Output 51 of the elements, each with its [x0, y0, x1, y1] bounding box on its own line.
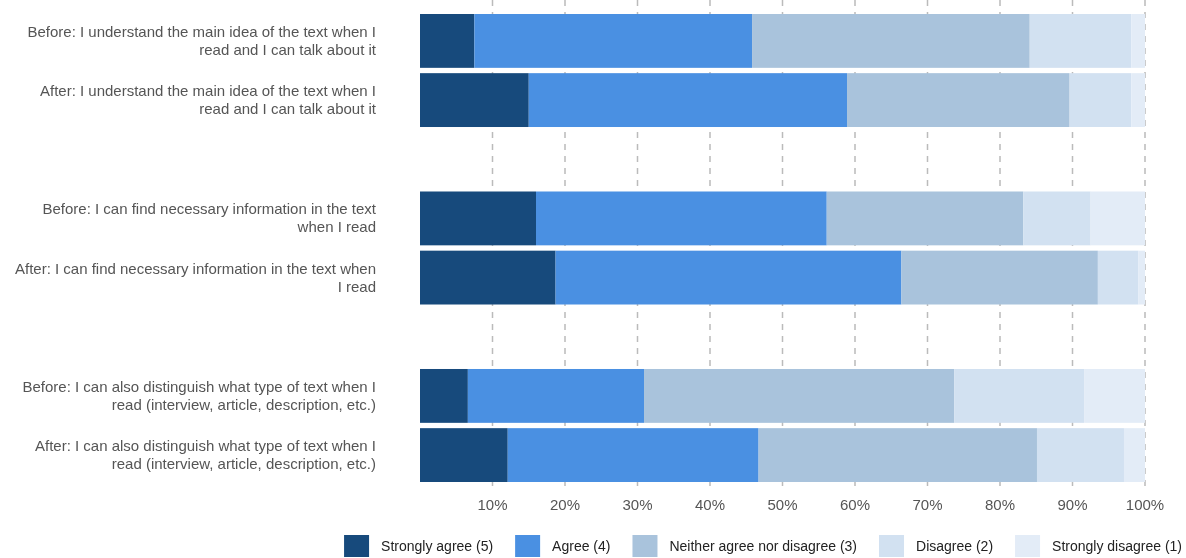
bar — [1036, 428, 1124, 482]
x-tick-label: 100% — [1125, 496, 1165, 513]
bar — [752, 14, 1030, 68]
legend-label: Agree (4) — [552, 538, 611, 554]
bar — [467, 368, 645, 423]
bar — [420, 73, 529, 128]
bar — [1123, 428, 1145, 482]
bar — [1069, 73, 1132, 128]
y-tick-label: Before: I can find necessary information in the text when I read — [42, 200, 377, 236]
y-tick-label: After: I can also distinguish what type of text when I read (interview, article, description, etc.) — [34, 437, 376, 473]
x-tick-label: 80% — [984, 496, 1016, 513]
bar — [474, 14, 753, 68]
bar — [1090, 191, 1145, 246]
y-tick-label: After: I can find necessary information in the text when I read — [14, 259, 376, 295]
bar — [826, 191, 1024, 246]
bar — [901, 250, 1098, 305]
bar — [1029, 14, 1132, 68]
bar — [536, 191, 827, 246]
x-tick-label: 90% — [1057, 496, 1088, 513]
bar — [1131, 73, 1145, 128]
x-tick-label: 50% — [767, 496, 798, 513]
bar — [1131, 14, 1145, 68]
bar — [507, 428, 759, 482]
bar — [1097, 250, 1139, 305]
x-tick-label: 30% — [622, 496, 653, 513]
y-tick-label: After: I understand the main idea of the text when I read and I can talk about it — [39, 82, 377, 118]
bar — [644, 368, 955, 423]
legend-label: Neither agree nor disagree (3) — [669, 538, 858, 554]
legend-label: Strongly disagree (1) — [1052, 538, 1182, 554]
x-tick-label: 60% — [839, 496, 871, 513]
bar — [1138, 250, 1145, 305]
bar — [847, 73, 1070, 128]
y-tick-label: Before: I understand the main idea of the text when I read and I can talk about it — [27, 22, 377, 58]
legend-label: Disagree (2) — [916, 538, 994, 554]
bar — [420, 368, 468, 423]
bar — [420, 14, 475, 68]
bar — [555, 250, 902, 305]
bar — [1084, 368, 1145, 423]
bar — [1023, 191, 1091, 246]
legend-label: Strongly agree (5) — [381, 538, 494, 554]
bar — [954, 368, 1085, 423]
x-tick-label: 70% — [912, 496, 943, 513]
x-tick-label: 20% — [549, 496, 581, 513]
bar — [758, 428, 1037, 482]
bar — [420, 191, 536, 246]
x-tick-label: 10% — [477, 496, 508, 513]
bar — [420, 250, 556, 305]
x-tick-label: 40% — [694, 496, 726, 513]
bar — [528, 73, 848, 128]
bar — [420, 428, 508, 482]
y-tick-label: Before: I can also distinguish what type of text when I read (interview, article, description, etc.) — [22, 377, 376, 413]
